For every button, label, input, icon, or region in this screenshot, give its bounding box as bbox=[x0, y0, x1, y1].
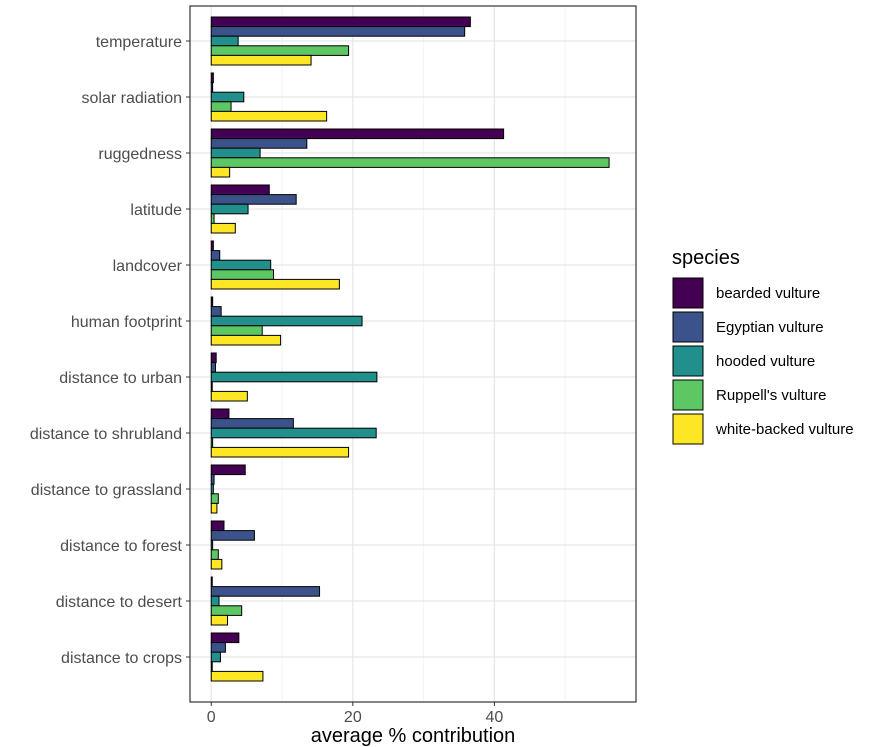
bar bbox=[210, 446, 350, 458]
y-tick-label: distance to forest bbox=[60, 538, 182, 555]
legend-key bbox=[672, 379, 704, 411]
x-tick-label: 40 bbox=[486, 709, 504, 726]
legend-key bbox=[672, 345, 704, 377]
plot-area bbox=[189, 5, 637, 703]
legend-key bbox=[672, 413, 704, 445]
bar bbox=[210, 651, 221, 663]
bar bbox=[210, 269, 275, 280]
bar bbox=[210, 549, 219, 560]
bar bbox=[210, 325, 263, 336]
bar bbox=[210, 418, 294, 429]
bar bbox=[210, 194, 297, 205]
bar bbox=[210, 259, 272, 271]
bar bbox=[210, 558, 223, 570]
bar bbox=[210, 371, 378, 383]
legend-label: hooded vulture bbox=[716, 353, 815, 370]
x-axis-title: average % contribution bbox=[311, 725, 516, 747]
y-tick-label: human footprint bbox=[71, 314, 183, 331]
y-tick-label: latitude bbox=[130, 202, 182, 219]
legend-title: species bbox=[672, 247, 740, 269]
bar bbox=[210, 427, 377, 439]
bar bbox=[210, 381, 213, 392]
y-tick-label: distance to crops bbox=[61, 650, 182, 667]
bar bbox=[210, 661, 213, 672]
bar bbox=[210, 632, 240, 644]
bar bbox=[210, 502, 218, 514]
bar bbox=[210, 250, 221, 261]
plot-panel bbox=[190, 6, 636, 702]
y-tick-label: distance to desert bbox=[56, 594, 183, 611]
bar bbox=[210, 642, 226, 653]
bar bbox=[210, 539, 214, 551]
legend: species bearded vulture Egyptian vulture h… bbox=[672, 247, 854, 445]
bar bbox=[210, 595, 220, 607]
y-tick-label: landcover bbox=[113, 258, 183, 275]
bar bbox=[210, 16, 471, 28]
bar bbox=[210, 213, 215, 224]
y-tick-label: distance to grassland bbox=[31, 482, 182, 499]
x-tick-label: 0 bbox=[207, 709, 216, 726]
bar bbox=[210, 352, 217, 364]
y-tick-label: distance to shrubland bbox=[30, 426, 182, 443]
bar bbox=[210, 278, 340, 290]
bar bbox=[210, 54, 312, 66]
bar bbox=[210, 483, 214, 495]
bar bbox=[210, 437, 214, 448]
bar bbox=[210, 390, 248, 402]
bar bbox=[210, 576, 213, 588]
y-tick-label: temperature bbox=[96, 34, 182, 51]
legend-key bbox=[672, 311, 704, 343]
bar bbox=[210, 45, 350, 56]
bar bbox=[210, 101, 232, 112]
bar bbox=[210, 408, 230, 420]
bar bbox=[210, 586, 321, 597]
bar bbox=[210, 203, 249, 215]
bar bbox=[210, 157, 610, 168]
legend-label: bearded vulture bbox=[716, 285, 820, 302]
bar bbox=[210, 334, 282, 346]
bar bbox=[210, 222, 236, 234]
bar bbox=[210, 520, 225, 532]
bar bbox=[210, 35, 239, 47]
bar bbox=[210, 26, 466, 37]
legend-label: Ruppell's vulture bbox=[716, 387, 826, 404]
bar bbox=[210, 147, 261, 159]
bar bbox=[210, 670, 264, 682]
bar bbox=[210, 614, 229, 626]
bar bbox=[210, 464, 246, 476]
bar bbox=[210, 296, 214, 308]
bar bbox=[210, 315, 363, 327]
bar bbox=[210, 128, 505, 140]
x-axis-ticks: 0 20 40 bbox=[207, 702, 504, 726]
bar bbox=[210, 306, 222, 317]
y-tick-label: ruggedness bbox=[98, 146, 182, 163]
bar bbox=[210, 82, 214, 93]
plot-border bbox=[189, 5, 637, 703]
bar bbox=[210, 493, 219, 504]
y-tick-label: solar radiation bbox=[82, 90, 183, 107]
bar bbox=[210, 530, 255, 541]
bar bbox=[210, 110, 328, 122]
bar bbox=[210, 184, 270, 196]
bar bbox=[210, 474, 215, 485]
x-tick-label: 20 bbox=[344, 709, 362, 726]
bar bbox=[210, 362, 216, 373]
legend-key bbox=[672, 277, 704, 309]
y-axis-ticks: temperature solar radiation ruggedness lati… bbox=[30, 34, 190, 667]
legend-label: white-backed vulture bbox=[715, 421, 854, 438]
bar bbox=[210, 138, 308, 149]
legend-label: Egyptian vulture bbox=[716, 319, 824, 336]
bar bbox=[210, 605, 243, 616]
bar bbox=[210, 166, 231, 178]
bar bbox=[210, 72, 214, 84]
bar bbox=[210, 91, 245, 103]
y-tick-label: distance to urban bbox=[59, 370, 182, 387]
bar bbox=[210, 240, 214, 252]
